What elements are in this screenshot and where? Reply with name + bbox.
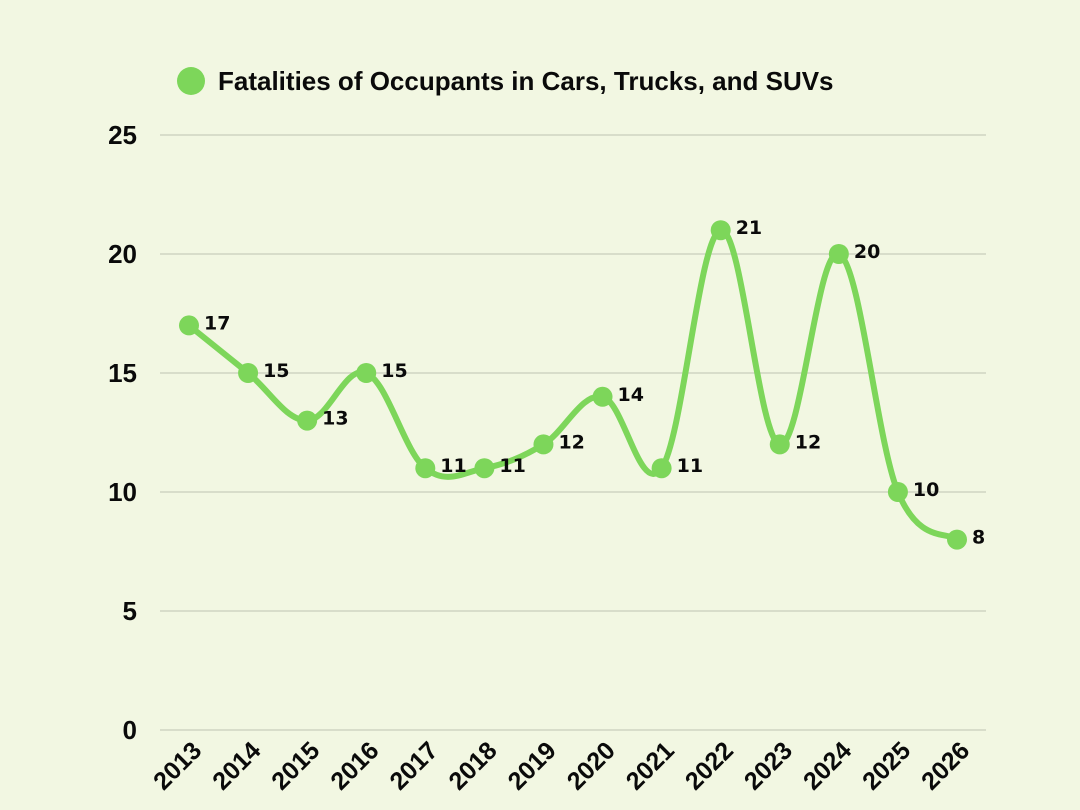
data-label: 11 [677, 455, 703, 477]
data-point [828, 244, 849, 264]
series-line [186, 227, 960, 543]
data-point [179, 315, 199, 336]
x-tick-label: 2020 [562, 736, 621, 795]
data-point [297, 410, 318, 431]
x-tick-label: 2026 [916, 736, 975, 795]
y-tick-label: 25 [108, 120, 137, 150]
legend-label: Fatalities of Occupants in Cars, Trucks,… [218, 66, 834, 96]
y-tick-label: 5 [123, 596, 137, 626]
data-point [651, 458, 672, 479]
y-tick-label: 10 [108, 477, 137, 507]
series [179, 220, 967, 550]
legend: Fatalities of Occupants in Cars, Trucks,… [177, 66, 834, 96]
data-point [947, 529, 967, 550]
x-tick-label: 2018 [443, 736, 502, 795]
data-point [474, 458, 495, 479]
data-label: 12 [558, 431, 584, 453]
x-tick-label: 2021 [621, 736, 680, 795]
x-tick-label: 2022 [680, 736, 739, 795]
x-tick-label: 2015 [266, 736, 325, 795]
x-tick-label: 2014 [207, 736, 266, 795]
data-label: 8 [972, 527, 985, 549]
data-labels: 17 15 13 15 11 11 12 14 11 21 12 20 10 8 [204, 217, 985, 548]
data-label: 11 [499, 455, 525, 477]
data-label: 15 [263, 360, 289, 382]
data-label: 21 [736, 217, 762, 239]
data-label: 15 [381, 360, 407, 382]
x-tick-label: 2016 [325, 736, 384, 795]
data-point [415, 458, 436, 479]
y-axis-ticks: 0 5 10 15 20 25 [108, 120, 137, 745]
data-label: 10 [913, 479, 939, 501]
data-point [887, 482, 908, 502]
x-tick-label: 2017 [384, 736, 443, 795]
data-label: 11 [440, 455, 466, 477]
x-tick-label: 2024 [798, 736, 857, 795]
data-label: 12 [795, 431, 821, 453]
grid-lines [160, 134, 986, 731]
data-label: 14 [618, 384, 644, 406]
data-point [710, 220, 731, 241]
y-tick-label: 0 [123, 715, 137, 745]
x-tick-label: 2023 [739, 736, 798, 795]
data-point [769, 434, 790, 455]
legend-swatch-icon [177, 67, 205, 95]
data-point [238, 363, 259, 383]
data-label: 20 [854, 241, 880, 263]
x-axis-ticks: 2013 2014 2015 2016 2017 2018 2019 2020 2021 2022… [148, 736, 975, 795]
x-tick-label: 2013 [148, 736, 207, 795]
data-point [592, 386, 613, 407]
data-label: 13 [322, 408, 348, 430]
y-tick-label: 20 [108, 239, 137, 269]
data-point [356, 363, 377, 383]
y-tick-label: 15 [108, 358, 137, 388]
data-label: 17 [204, 312, 230, 334]
data-point [533, 434, 554, 455]
x-tick-label: 2019 [503, 736, 562, 795]
x-tick-label: 2025 [857, 736, 916, 795]
